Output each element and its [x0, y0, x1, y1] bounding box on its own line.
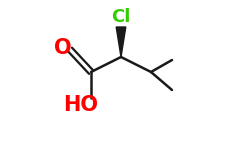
Text: Cl: Cl: [111, 8, 131, 26]
Text: O: O: [54, 38, 71, 58]
Polygon shape: [116, 27, 126, 57]
Text: HO: HO: [63, 95, 98, 115]
